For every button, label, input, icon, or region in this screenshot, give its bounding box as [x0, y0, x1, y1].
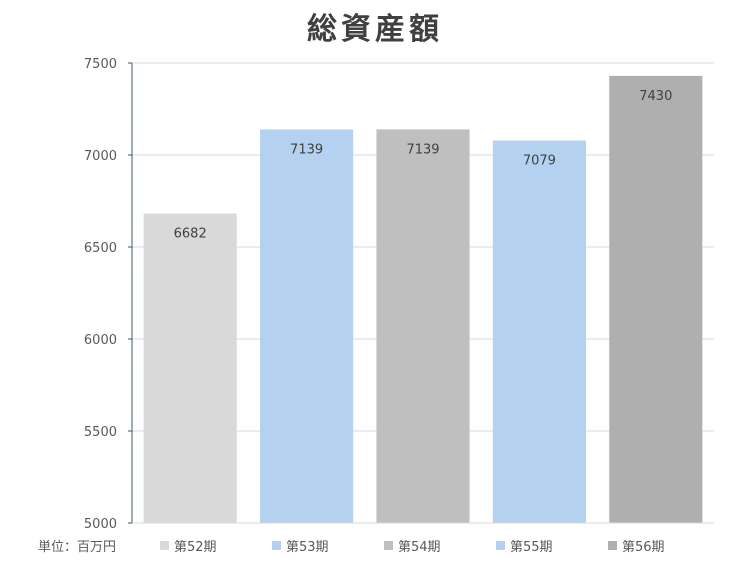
bar-value-label: 6682	[174, 227, 207, 242]
legend-item: 第56期	[608, 536, 720, 555]
legend-item: 第55期	[496, 536, 608, 555]
bar-value-label: 7430	[639, 89, 672, 104]
y-axis-ticks: 5000 5500 6000 6500 7000 7500	[84, 57, 132, 532]
legend-swatch	[608, 541, 617, 550]
legend-item: 第52期	[160, 536, 272, 555]
legend-item: 第54期	[384, 536, 496, 555]
legend-label: 第55期	[510, 540, 553, 555]
bar	[260, 129, 354, 523]
legend-swatch	[272, 541, 281, 550]
y-tick-label: 6500	[84, 241, 117, 256]
legend-label: 第53期	[286, 540, 329, 555]
bar	[376, 129, 470, 523]
y-tick-label: 5500	[84, 425, 117, 440]
bars	[143, 75, 703, 524]
legend-label: 第52期	[174, 540, 217, 555]
unit-label: 単位：百万円	[38, 540, 117, 555]
y-tick-label: 7000	[84, 149, 117, 164]
y-tick-label: 5000	[84, 517, 117, 532]
chart-title: 総資産額	[307, 12, 443, 47]
y-tick-label: 7500	[84, 57, 117, 72]
y-tick-label: 6000	[84, 333, 117, 348]
bar-value-label: 7139	[290, 142, 323, 157]
legend-swatch	[160, 541, 169, 550]
bar	[143, 213, 237, 523]
bar-value-label: 7079	[523, 153, 556, 168]
legend-label: 第56期	[622, 540, 665, 555]
data-labels: 6682 7139 7139 7079 7430	[174, 89, 673, 242]
legend-swatch	[384, 541, 393, 550]
legend-swatch	[496, 541, 505, 550]
legend-item: 第53期	[272, 536, 384, 555]
bar	[609, 75, 703, 523]
legend-label: 第54期	[398, 540, 441, 555]
legend: 第52期 第53期 第54期 第55期 第56期	[160, 536, 720, 555]
bar-value-label: 7139	[406, 142, 439, 157]
bar	[492, 140, 586, 524]
